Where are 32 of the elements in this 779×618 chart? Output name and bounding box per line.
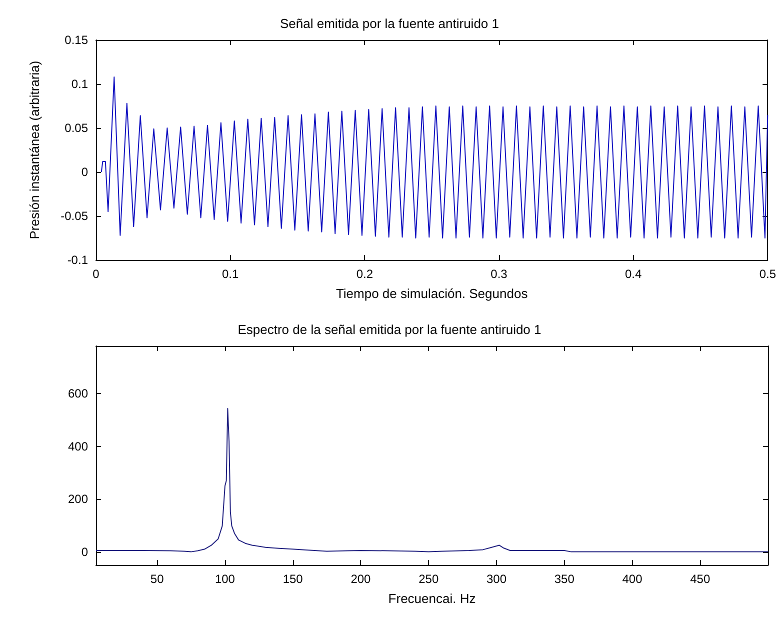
y-tick-label: 200 [68, 492, 88, 506]
y-tick-label: 400 [68, 439, 88, 454]
x-tick-label: 450 [690, 572, 710, 586]
x-tick-label: 0.1 [222, 267, 239, 281]
x-tick-label: 100 [214, 572, 236, 586]
x-tick-label: 350 [554, 572, 575, 586]
x-tick-label: 0 [92, 267, 100, 281]
line-series [100, 76, 768, 238]
y-tick-label: 0.1 [71, 77, 88, 91]
line-series [96, 408, 768, 552]
x-tick-label: 200 [350, 572, 372, 586]
y-tick-label: -0.1 [67, 253, 88, 267]
x-tick-label: 300 [486, 572, 507, 586]
y-tick-label: 0.05 [64, 121, 88, 135]
x-tick-label: 0.4 [624, 267, 642, 281]
chart-title: Señal emitida por la fuente antiruido 1 [280, 16, 499, 31]
x-axis-title: Tiempo de simulación. Segundos [336, 286, 528, 301]
y-tick-label: 600 [68, 386, 88, 400]
y-tick-label: 0 [81, 165, 88, 179]
x-tick-label: 0.5 [759, 267, 776, 281]
x-tick-label: 0.2 [356, 267, 374, 281]
y-tick-label: -0.05 [60, 209, 88, 223]
x-axis-title: Frecuencai. Hz [388, 591, 476, 606]
x-tick-label: 400 [622, 572, 643, 586]
y-tick-label: 0.15 [64, 33, 88, 47]
y-tick-label: 0 [81, 544, 88, 559]
x-tick-label: 250 [418, 572, 439, 586]
y-axis-title: Presión instantánea (arbitraria) [27, 60, 42, 240]
chart-title: Espectro de la señal emitida por la fuente antiruido 1 [238, 322, 542, 337]
x-tick-label: 50 [150, 572, 164, 586]
x-tick-label: 0.3 [490, 267, 508, 281]
x-tick-label: 150 [282, 572, 304, 586]
